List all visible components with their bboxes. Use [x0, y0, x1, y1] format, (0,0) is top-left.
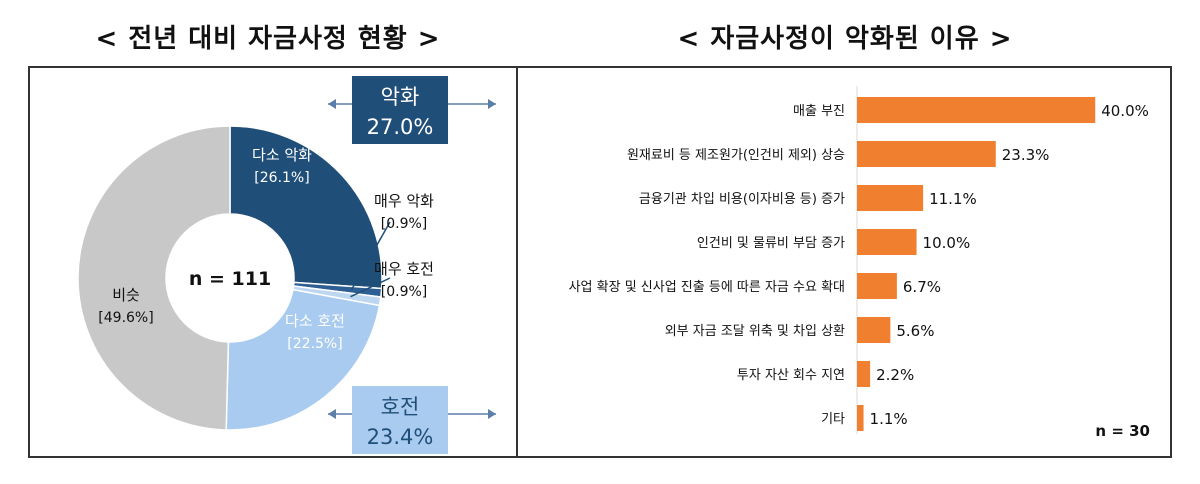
bar-value-label: 5.6%	[896, 322, 934, 340]
summary-worse-arrow-right-icon	[488, 99, 496, 109]
donut-slice-name-3: 다소 호전	[285, 312, 345, 330]
summary-worse-value: 27.0%	[367, 115, 434, 139]
bar-category-label: 기타	[821, 412, 845, 427]
bar-chart-panel: 매출 부진 40.0% 원재료비 등 제조원가(인건비 제외) 상승 23.3% 금융기…	[516, 66, 1172, 458]
donut-slice-name-2: 매우 호전	[374, 260, 434, 278]
bar-category-label: 원재료비 등 제조원가(인건비 제외) 상승	[627, 148, 845, 163]
summary-better-arrow-right-icon	[488, 409, 496, 419]
bar-2	[857, 185, 924, 211]
bar-6	[857, 361, 871, 387]
bar-category-label: 외부 자금 조달 위축 및 차입 상환	[665, 324, 845, 339]
donut-slice-4	[77, 125, 231, 431]
bar-5	[857, 317, 891, 343]
donut-slice-value-2: [0.9%]	[381, 284, 428, 300]
summary-better-arrow-left-icon	[328, 409, 336, 419]
donut-slice-value-0: [26.1%]	[254, 170, 309, 186]
bar-0	[857, 97, 1096, 123]
bar-category-label: 사업 확장 및 신사업 진출 등에 따른 자금 수요 확대	[569, 280, 845, 295]
donut-slice-value-3: [22.5%]	[287, 336, 342, 352]
bar-value-label: 2.2%	[876, 366, 914, 384]
bar-value-label: 23.3%	[1002, 146, 1050, 164]
donut-slice-name-1: 매우 악화	[374, 192, 434, 210]
bar-value-label: 11.1%	[929, 190, 977, 208]
bar-category-label: 매출 부진	[793, 104, 845, 119]
bar-chart-title: < 자금사정이 악화된 이유 >	[677, 24, 1013, 54]
summary-worse-arrow-left-icon	[328, 99, 336, 109]
summary-worse-label: 악화	[381, 85, 420, 109]
donut-slice-value-1: [0.9%]	[381, 216, 428, 232]
bar-4	[857, 273, 897, 299]
donut-leader-1	[350, 221, 391, 291]
bar-category-label: 투자 자산 회수 지연	[737, 368, 845, 383]
donut-chart-panel: n = 111 다소 악화 [26.1%] 다소 호전 [22.5%] 비슷 [49.6%]…	[28, 66, 518, 458]
bar-1	[857, 141, 996, 167]
donut-slice-name-4: 비슷	[112, 286, 140, 304]
bar-value-label: 10.0%	[923, 234, 971, 252]
summary-better-value: 23.4%	[367, 425, 434, 449]
donut-slice-name-0: 다소 악화	[252, 146, 312, 164]
bar-category-label: 인건비 및 물류비 부담 증가	[697, 236, 845, 251]
donut-slice-value-4: [49.6%]	[98, 310, 153, 326]
bar-chart: 매출 부진 40.0% 원재료비 등 제조원가(인건비 제외) 상승 23.3% 금융기…	[569, 86, 1150, 440]
donut-slice-3	[225, 288, 381, 431]
summary-worse-box	[352, 76, 448, 144]
donut-chart: n = 111 다소 악화 [26.1%] 다소 호전 [22.5%] 비슷 [49.6%]…	[77, 76, 496, 454]
donut-leader-2	[350, 277, 391, 298]
bar-7	[857, 405, 864, 431]
summary-better-box	[352, 386, 448, 454]
donut-slice-0	[229, 125, 383, 290]
donut-chart-title: < 전년 대비 자금사정 현황 >	[95, 24, 441, 54]
bar-3	[857, 229, 917, 255]
bar-value-label: 40.0%	[1101, 102, 1149, 120]
donut-n-label: n = 111	[189, 268, 271, 290]
bar-value-label: 6.7%	[903, 278, 941, 296]
summary-better-label: 호전	[381, 395, 420, 419]
bar-category-label: 금융기관 차입 비용(이자비용 등) 증가	[639, 192, 845, 207]
bar-value-label: 1.1%	[870, 410, 908, 428]
bar-n-label: n = 30	[1095, 422, 1150, 440]
